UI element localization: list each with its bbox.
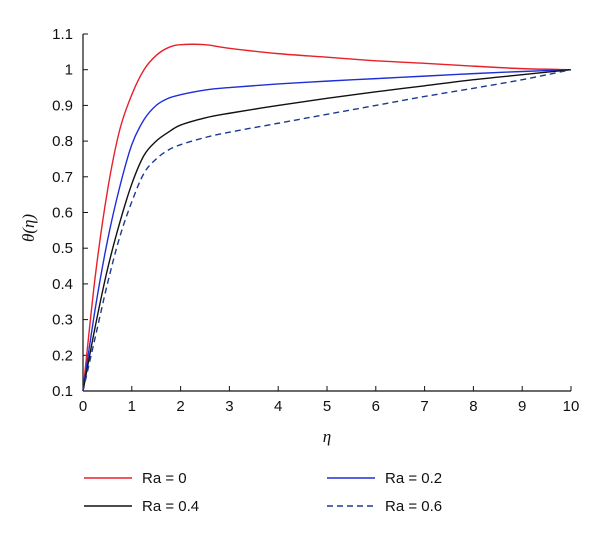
y-tick-label: 0.8 xyxy=(52,133,73,150)
x-tick-label: 8 xyxy=(469,398,477,415)
x-axis-title: η xyxy=(323,427,331,446)
x-tick-label: 4 xyxy=(274,398,282,415)
x-tick-label: 5 xyxy=(323,398,331,415)
legend-label: Ra = 0.6 xyxy=(385,498,442,515)
x-tick-label: 6 xyxy=(372,398,380,415)
series-line xyxy=(82,69,572,392)
x-tick-label: 7 xyxy=(420,398,428,415)
x-tick-label: 9 xyxy=(518,398,526,415)
legend-label: Ra = 0.4 xyxy=(142,498,199,515)
y-tick-label: 0.9 xyxy=(52,97,73,114)
y-tick-label: 0.4 xyxy=(52,276,73,293)
y-tick-label: 1 xyxy=(65,62,73,79)
series-lines xyxy=(82,43,572,392)
x-tick-label: 3 xyxy=(225,398,233,415)
y-tick-label: 0.2 xyxy=(52,347,73,364)
series-line xyxy=(82,69,572,392)
y-tick-label: 0.5 xyxy=(52,240,73,257)
legend: Ra = 0 Ra = 0.2 Ra = 0.4 Ra = 0.6 xyxy=(84,470,442,515)
y-axis-title: θ(η) xyxy=(19,214,38,242)
y-tick-label: 0.3 xyxy=(52,312,73,329)
x-axis-ticks: 0 1 2 3 4 5 6 7 8 9 10 xyxy=(79,386,580,415)
series-line xyxy=(82,43,572,392)
y-axis-ticks: 0.1 0.2 0.3 0.4 0.5 0.6 0.7 0.8 0.9 1 1.1 xyxy=(52,26,88,400)
legend-label: Ra = 0 xyxy=(142,470,187,487)
x-tick-label: 1 xyxy=(128,398,136,415)
plot-area xyxy=(82,34,571,392)
x-tick-label: 0 xyxy=(79,398,87,415)
x-tick-label: 2 xyxy=(176,398,184,415)
x-tick-label: 10 xyxy=(563,398,580,415)
y-tick-label: 0.6 xyxy=(52,205,73,222)
y-tick-label: 0.1 xyxy=(52,383,73,400)
legend-label: Ra = 0.2 xyxy=(385,470,442,487)
series-line xyxy=(82,69,572,392)
y-tick-label: 1.1 xyxy=(52,26,73,43)
y-tick-label: 0.7 xyxy=(52,169,73,186)
